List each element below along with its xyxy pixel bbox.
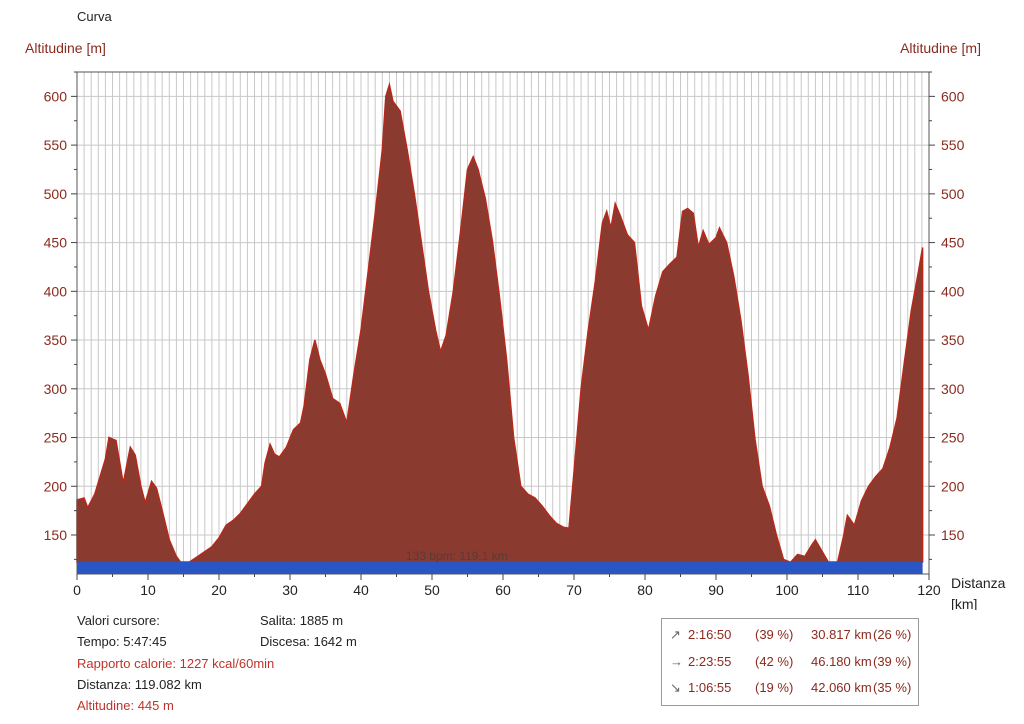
x-tick-label: 0 (73, 582, 81, 598)
altitude-profile-area (76, 81, 924, 568)
y-axis-label-left: Altitudine [m] (25, 40, 106, 56)
y-tick-label-right: 150 (941, 527, 965, 543)
x-tick-label: 30 (282, 582, 298, 598)
calorie-rate-value: Rapporto calorie: 1227 kcal/60min (77, 656, 275, 671)
summary-distance: 46.180 km (811, 654, 872, 669)
y-tick-label-left: 200 (44, 478, 68, 494)
x-axis-unit: [km] (951, 596, 977, 610)
cursor-values-label: Valori cursore: (77, 613, 160, 628)
y-tick-label-right: 200 (941, 478, 965, 494)
x-tick-label: 10 (140, 582, 156, 598)
chart-title: Curva (77, 9, 112, 24)
y-tick-label-left: 250 (44, 430, 68, 446)
x-tick-label: 60 (495, 582, 511, 598)
y-tick-label-left: 400 (44, 283, 68, 299)
heart-rate-band-label: 133 bpm: 119.1 km (406, 549, 508, 563)
y-tick-label-right: 250 (941, 430, 965, 446)
summary-time-percent: (19 %) (755, 680, 794, 695)
summary-distance-percent: (35 %) (873, 680, 912, 695)
summary-distance-percent: (26 %) (873, 627, 912, 642)
x-tick-label: 120 (917, 582, 941, 598)
arrow-down-right-icon: ↘ (670, 680, 681, 695)
y-tick-label-left: 550 (44, 137, 68, 153)
summary-box: ↗ 2:16:50 (39 %) 30.817 km (26 %) → 2:23… (661, 618, 919, 706)
y-tick-label-left: 500 (44, 186, 68, 202)
summary-time: 1:06:55 (688, 680, 732, 695)
y-tick-label-right: 350 (941, 332, 965, 348)
y-tick-label-right: 300 (941, 381, 965, 397)
x-tick-label: 40 (353, 582, 369, 598)
x-tick-label: 20 (211, 582, 227, 598)
x-tick-label: 70 (566, 582, 582, 598)
y-tick-label-right: 600 (941, 88, 965, 104)
y-tick-label-left: 300 (44, 381, 68, 397)
arrow-right-icon: → (670, 654, 683, 669)
y-tick-label-right: 400 (941, 283, 965, 299)
arrow-up-right-icon: ↗ (670, 627, 681, 642)
ascent-value: Salita: 1885 m (260, 613, 344, 628)
x-tick-label: 50 (424, 582, 440, 598)
summary-distance: 30.817 km (811, 627, 872, 642)
summary-time-percent: (42 %) (755, 654, 794, 669)
summary-time: 2:23:55 (688, 654, 732, 669)
time-value: Tempo: 5:47:45 (77, 634, 167, 649)
x-axis-label: Distanza (951, 575, 1006, 591)
altitude-value: Altitudine: 445 m (77, 698, 174, 713)
y-tick-label-right: 450 (941, 235, 965, 251)
y-axis-label-right: Altitudine [m] (900, 40, 981, 56)
x-tick-label: 100 (775, 582, 799, 598)
x-tick-label: 80 (637, 582, 653, 598)
distance-value: Distanza: 119.082 km (77, 677, 202, 692)
y-tick-label-right: 550 (941, 137, 965, 153)
y-tick-label-right: 500 (941, 186, 965, 202)
summary-distance: 42.060 km (811, 680, 872, 695)
x-tick-label: 90 (708, 582, 724, 598)
y-tick-label-left: 450 (44, 235, 68, 251)
x-tick-label: 110 (847, 582, 870, 598)
y-tick-label-left: 600 (44, 88, 68, 104)
descent-value: Discesa: 1642 m (260, 634, 357, 649)
heart-rate-band (77, 562, 923, 574)
summary-time-percent: (39 %) (755, 627, 794, 642)
y-tick-label-left: 150 (44, 527, 68, 543)
summary-distance-percent: (39 %) (873, 654, 912, 669)
y-tick-label-left: 350 (44, 332, 68, 348)
summary-time: 2:16:50 (688, 627, 732, 642)
